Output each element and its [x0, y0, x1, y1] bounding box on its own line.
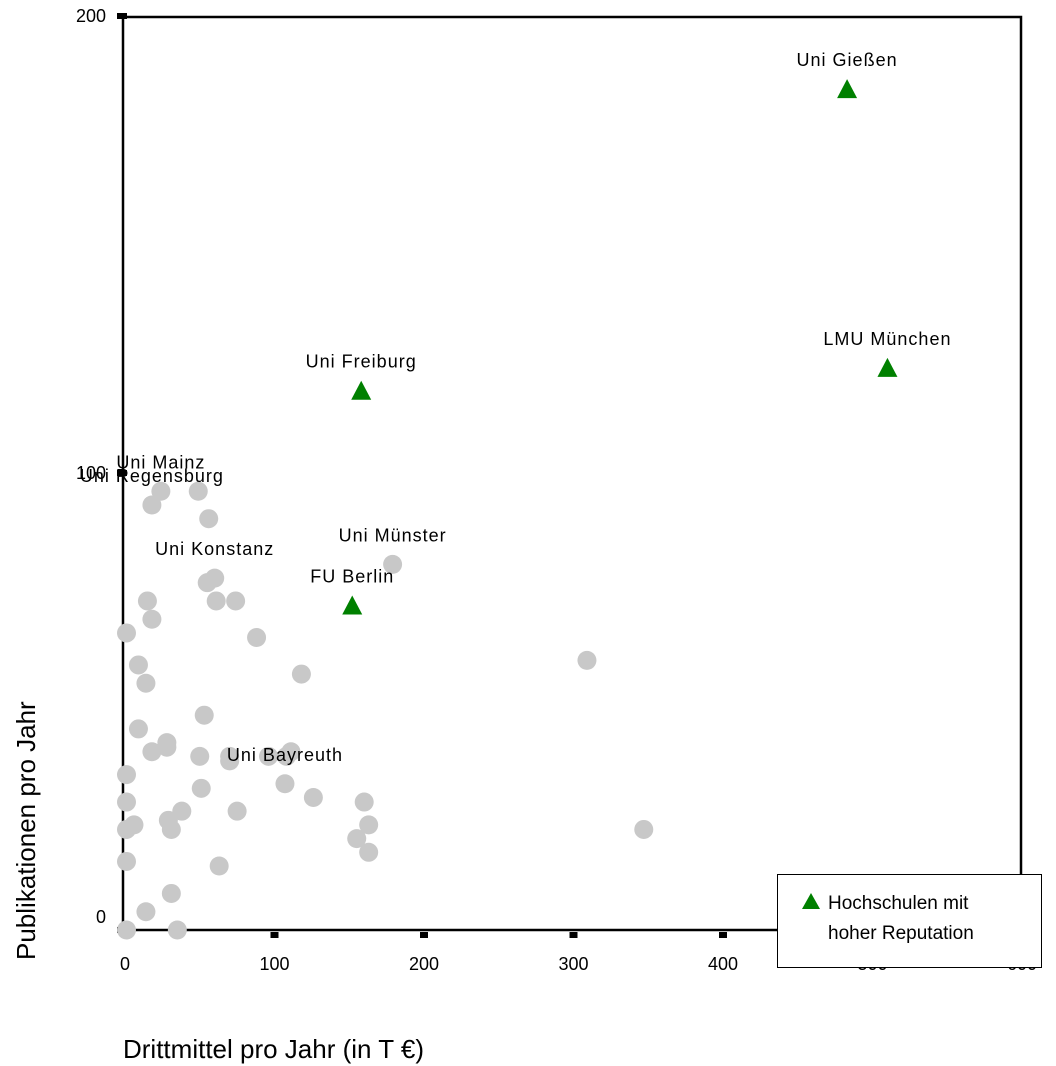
data-point [359, 815, 379, 835]
y-tick-label: 200 [76, 6, 106, 26]
y-tick-mark [117, 13, 127, 19]
data-point-high-reputation [877, 357, 898, 377]
data-point [136, 902, 156, 922]
data-point-high-reputation [342, 595, 363, 615]
data-point [128, 719, 148, 739]
data-point [128, 655, 148, 675]
data-point [281, 742, 301, 762]
point-label: Uni Freiburg [306, 352, 417, 372]
point-label: Uni Münster [339, 525, 447, 545]
data-point [191, 778, 211, 798]
data-point [634, 819, 654, 839]
x-tick-mark [270, 932, 279, 938]
series-other-universities [116, 481, 654, 940]
point-label: LMU München [823, 329, 951, 349]
data-point [116, 819, 136, 839]
data-point [383, 554, 403, 574]
data-point [116, 920, 136, 940]
data-point [161, 819, 181, 839]
x-tick-label: 400 [708, 954, 738, 974]
data-point [190, 746, 210, 766]
legend-label: Hochschulen mit hoher Reputation [828, 889, 974, 949]
plot-area-frame [121, 15, 1023, 932]
data-point [116, 851, 136, 871]
data-point [137, 591, 157, 611]
data-point [206, 591, 226, 611]
x-tick-label: 0 [120, 954, 130, 974]
data-point [151, 481, 171, 501]
point-label: Uni Bayreuth [227, 745, 343, 765]
data-point [291, 664, 311, 684]
point-labels: Uni Gießen LMU München Uni Freiburg FU Berl… [80, 50, 951, 765]
data-point [199, 509, 219, 529]
data-point [259, 746, 279, 766]
legend-label-line1: Hochschulen mit [828, 893, 969, 914]
x-tick-label: 300 [558, 954, 588, 974]
data-point [161, 883, 181, 903]
data-point [275, 774, 295, 794]
data-point [577, 650, 597, 670]
data-point [188, 481, 208, 501]
point-label: FU Berlin [310, 567, 394, 587]
data-point [116, 623, 136, 643]
data-point [142, 742, 162, 762]
series-high-reputation [342, 79, 898, 615]
x-tick-mark [420, 932, 428, 938]
data-point [247, 628, 267, 648]
legend: Hochschulen mit hoher Reputation [777, 874, 1042, 968]
y-tick-label: 100 [76, 463, 106, 483]
data-point [347, 829, 367, 849]
data-point [303, 787, 323, 807]
point-label: Uni Mainz [116, 452, 205, 472]
data-point [197, 573, 217, 593]
data-point [227, 801, 247, 821]
data-point [116, 792, 136, 812]
data-point [226, 591, 246, 611]
data-point [194, 705, 214, 725]
y-axis-title: Publikationen pro Jahr [11, 701, 41, 960]
y-tick-label: 0 [96, 907, 106, 927]
x-tick-label: 200 [409, 954, 439, 974]
x-tick-label: 100 [259, 954, 289, 974]
data-point [142, 495, 162, 515]
x-tick-mark [569, 932, 578, 938]
x-tick-mark [719, 932, 727, 938]
legend-label-line2: hoher Reputation [828, 923, 974, 944]
data-point [172, 801, 192, 821]
data-point [136, 673, 156, 693]
data-point-high-reputation [351, 380, 372, 400]
data-point [157, 737, 177, 757]
data-point [359, 842, 379, 862]
data-point [142, 609, 162, 629]
y-tick-mark [117, 470, 127, 476]
point-label: Uni Gießen [797, 50, 898, 70]
data-point [167, 920, 187, 940]
y-axis: 0 100 200 [76, 6, 127, 933]
data-point [209, 856, 229, 876]
point-label: Uni Konstanz [155, 539, 274, 559]
data-point-high-reputation [837, 79, 858, 99]
data-point [354, 792, 374, 812]
data-point [220, 751, 240, 771]
triangle-legend-icon [802, 893, 820, 909]
data-point [116, 765, 136, 785]
x-axis-title: Drittmittel pro Jahr (in T €) [123, 1034, 424, 1064]
point-label: Uni Regensburg [80, 466, 224, 486]
